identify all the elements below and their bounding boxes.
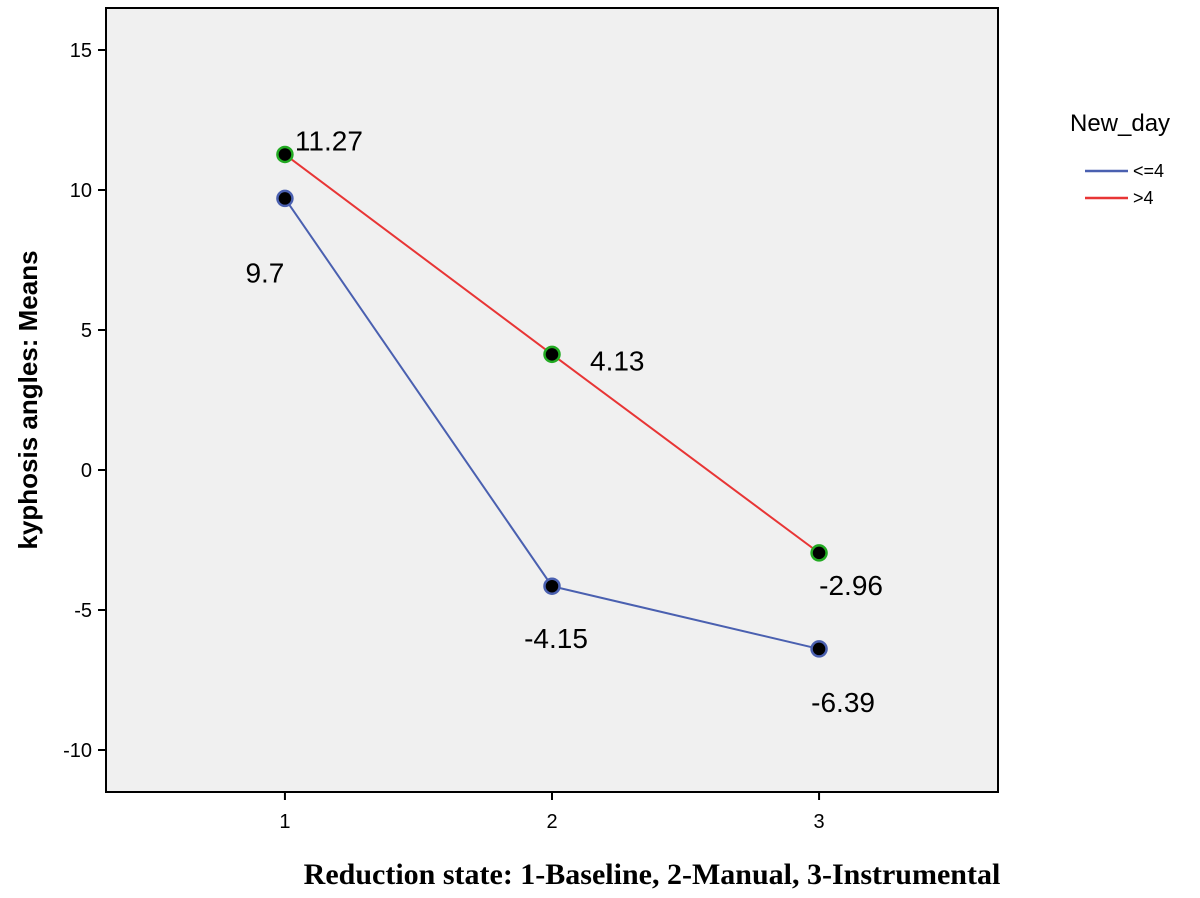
- y-tick-label: 5: [81, 320, 92, 342]
- data-label: 11.27: [295, 125, 363, 156]
- data-point: [276, 189, 294, 208]
- data-point: [543, 345, 561, 364]
- legend-entry-label: <=4: [1133, 161, 1164, 181]
- data-point: [276, 145, 294, 164]
- data-point: [810, 640, 828, 658]
- y-tick-label: 10: [70, 180, 92, 202]
- data-label: -6.39: [811, 687, 875, 718]
- data-point: [543, 577, 561, 595]
- x-axis-label: Reduction state: 1-Baseline, 2-Manual, 3…: [304, 858, 1001, 891]
- y-tick-label: 0: [81, 460, 92, 482]
- series-markers: [276, 145, 828, 658]
- data-labels: 9.7 -4.15 -6.39 11.27 4.13 -2.96: [245, 125, 883, 717]
- legend: New_day <=4 >4: [1070, 110, 1170, 208]
- data-label: 9.7: [245, 257, 284, 288]
- data-label: -2.96: [819, 570, 883, 601]
- x-tick-label: 3: [814, 811, 825, 833]
- data-label: -4.15: [524, 623, 588, 654]
- y-tick-label: 15: [70, 40, 92, 62]
- y-axis-label: kyphosis angles: Means: [13, 250, 43, 549]
- y-tick-label: -5: [74, 600, 92, 622]
- y-tick-label: -10: [63, 740, 92, 762]
- x-axis: 1 2 3: [279, 792, 825, 833]
- plot-area: [105, 7, 999, 793]
- data-label: 4.13: [590, 345, 645, 376]
- y-axis: -10 -5 0 5 10 15: [63, 40, 106, 762]
- x-tick-label: 2: [546, 811, 557, 833]
- data-point: [810, 544, 828, 562]
- legend-title: New_day: [1070, 110, 1170, 137]
- legend-entry-label: >4: [1133, 188, 1154, 208]
- x-tick-label: 1: [279, 811, 290, 833]
